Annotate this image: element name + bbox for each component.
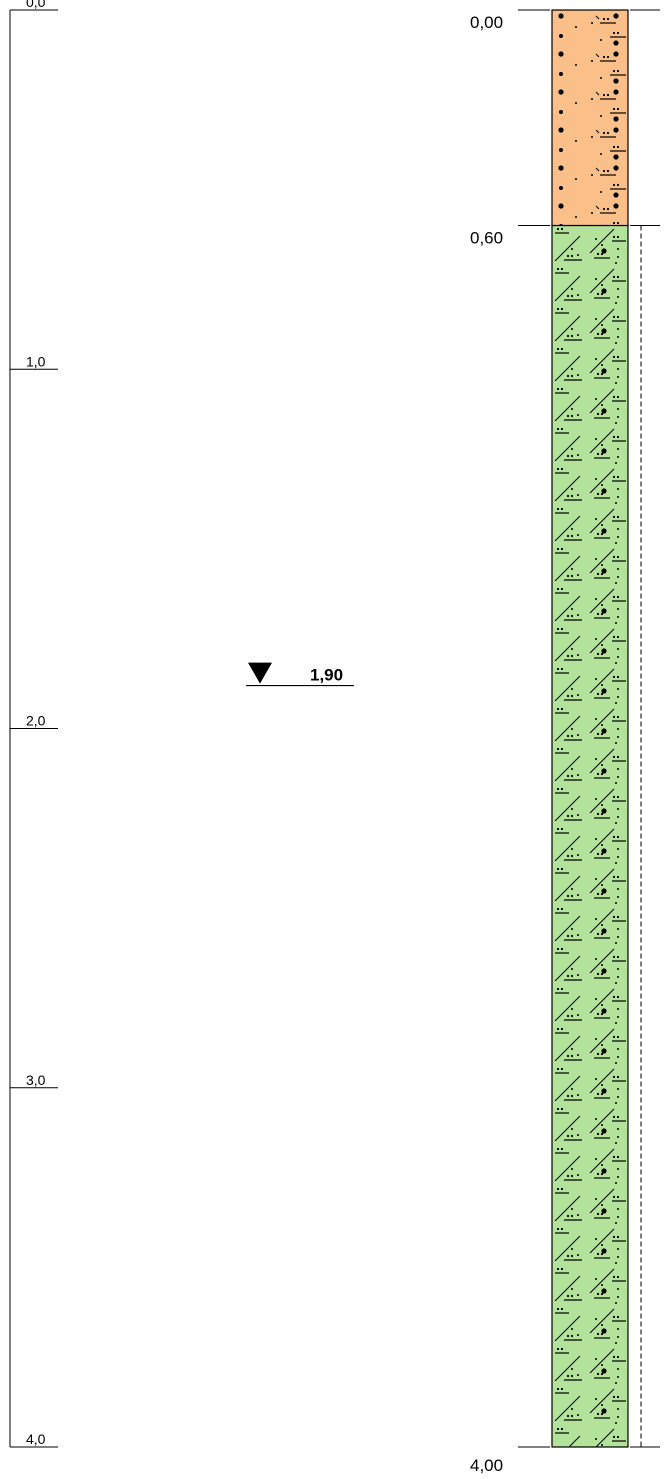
- layer-top-label: 0,60: [470, 229, 503, 248]
- soil-layer-pattern: [551, 9, 629, 227]
- soil-layer-pattern: [551, 224, 629, 1448]
- water-level-label: 1,90: [310, 666, 343, 685]
- groundwater-marker: 1,90: [246, 662, 354, 687]
- bottom-depth-label: 4,00: [470, 1456, 503, 1475]
- depth-tick-label: 0,0: [26, 0, 46, 10]
- water-level-triangle-icon: [248, 662, 272, 684]
- depth-tick-label: 2,0: [26, 713, 46, 729]
- depth-tick-label: 3,0: [26, 1072, 46, 1088]
- soil-column: 0,00 0,60 4,00: [470, 9, 660, 1475]
- depth-scale: 0,0 1,0 2,0 3,0 4,0: [9, 0, 58, 1448]
- depth-tick-label: 4,0: [26, 1431, 46, 1447]
- depth-tick-label: 1,0: [26, 353, 46, 369]
- layer-top-label: 0,00: [470, 13, 503, 32]
